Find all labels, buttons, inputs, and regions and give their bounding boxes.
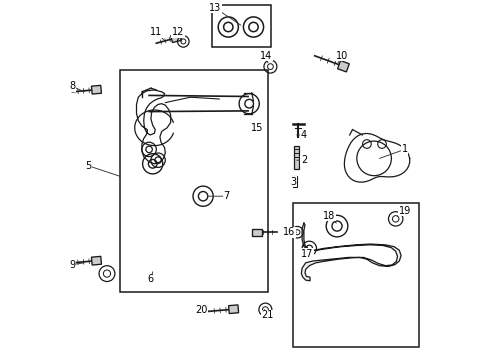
Text: 7: 7 [208,191,229,201]
Text: 12: 12 [171,27,183,41]
Bar [212,5,271,47]
Polygon shape [228,305,238,314]
Text: 15: 15 [250,123,263,133]
Text: 16: 16 [283,227,296,237]
Text: 17: 17 [301,247,313,259]
Polygon shape [170,33,181,42]
Text: 13: 13 [208,3,241,25]
Text: 9: 9 [69,260,84,270]
Text: 4: 4 [296,130,306,140]
Polygon shape [91,85,101,94]
Text: 6: 6 [147,272,154,284]
Text: 3: 3 [289,176,296,187]
Text: 10: 10 [335,51,347,63]
Text: 19: 19 [397,206,410,216]
Bar [120,70,267,292]
Polygon shape [91,256,101,265]
Text: 8: 8 [69,81,84,92]
Text: 21: 21 [261,310,274,320]
Polygon shape [301,223,400,281]
Text: 20: 20 [195,305,210,315]
Text: 2: 2 [296,155,306,165]
Bar [292,203,418,347]
Polygon shape [337,60,348,72]
Polygon shape [252,229,261,236]
Bar [294,146,299,169]
Text: 18: 18 [322,211,336,223]
Text: 14: 14 [260,51,272,63]
Text: 1: 1 [379,144,407,158]
Bar [292,176,297,187]
Text: 11: 11 [150,27,163,40]
Text: 5: 5 [84,161,120,176]
